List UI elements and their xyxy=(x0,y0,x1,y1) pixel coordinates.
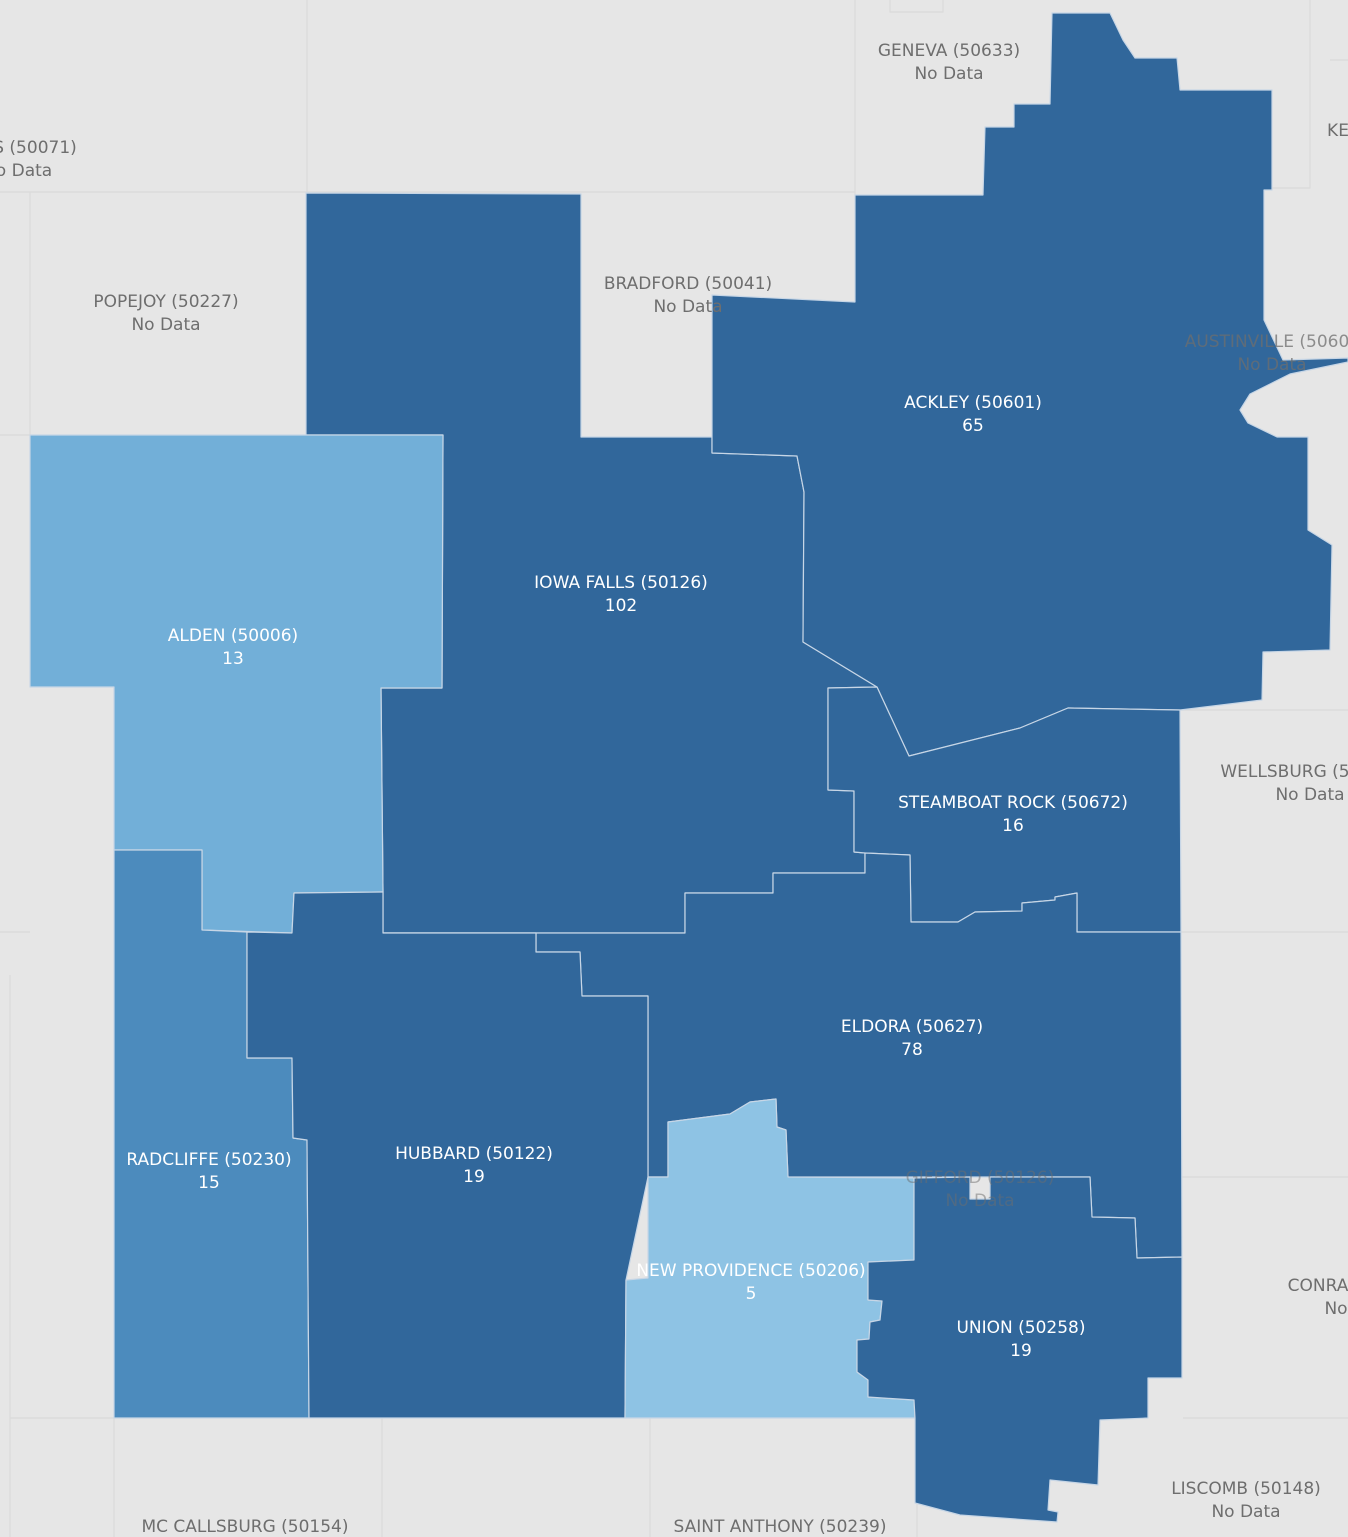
label-geneva: GENEVA (50633) No Data xyxy=(878,41,1020,84)
zip-regions xyxy=(29,12,1348,1523)
region-ackley[interactable] xyxy=(711,12,1348,757)
label-hubbard: HUBBARD (50122) 19 xyxy=(395,1144,553,1187)
label-austinville: AUSTINVILLE (5060 No Data xyxy=(1185,332,1348,375)
region-labels: ACKLEY (50601) 65 IOWA FALLS (50126) 102 A… xyxy=(126,393,1127,1361)
label-bradford: BRADFORD (50041) No Data xyxy=(604,274,772,317)
label-radcliffe: RADCLIFFE (50230) 15 xyxy=(126,1150,291,1193)
label-edge-50071: S (50071) o Data xyxy=(0,138,77,181)
label-edge-ke: KE xyxy=(1327,121,1348,141)
label-gifford: GIFFORD (50126) No Data xyxy=(906,1168,1055,1211)
label-popejoy: POPEJOY (50227) No Data xyxy=(93,292,238,335)
label-liscomb: LISCOMB (50148) No Data xyxy=(1171,1479,1321,1522)
no-data-labels: GENEVA (50633) No Data S (50071) o Data PO… xyxy=(0,41,1348,1537)
label-union: UNION (50258) 19 xyxy=(956,1318,1085,1361)
region-hubbard[interactable] xyxy=(246,891,649,1419)
label-wellsburg: WELLSBURG (5 No Data xyxy=(1220,762,1348,805)
label-alden: ALDEN (50006) 13 xyxy=(168,626,298,669)
label-ackley: ACKLEY (50601) 65 xyxy=(904,393,1042,436)
label-iowa-falls: IOWA FALLS (50126) 102 xyxy=(534,573,708,616)
label-eldora: ELDORA (50627) 78 xyxy=(841,1017,983,1060)
label-saint-anthony: SAINT ANTHONY (50239) xyxy=(674,1517,887,1537)
label-new-providence: NEW PROVIDENCE (50206) 5 xyxy=(636,1261,865,1304)
label-steamboat-rock: STEAMBOAT ROCK (50672) 16 xyxy=(898,793,1128,836)
region-union[interactable] xyxy=(856,1176,1183,1523)
label-mc-callsburg: MC CALLSBURG (50154) xyxy=(141,1517,348,1537)
label-edge-conra: CONRA No xyxy=(1288,1276,1348,1319)
